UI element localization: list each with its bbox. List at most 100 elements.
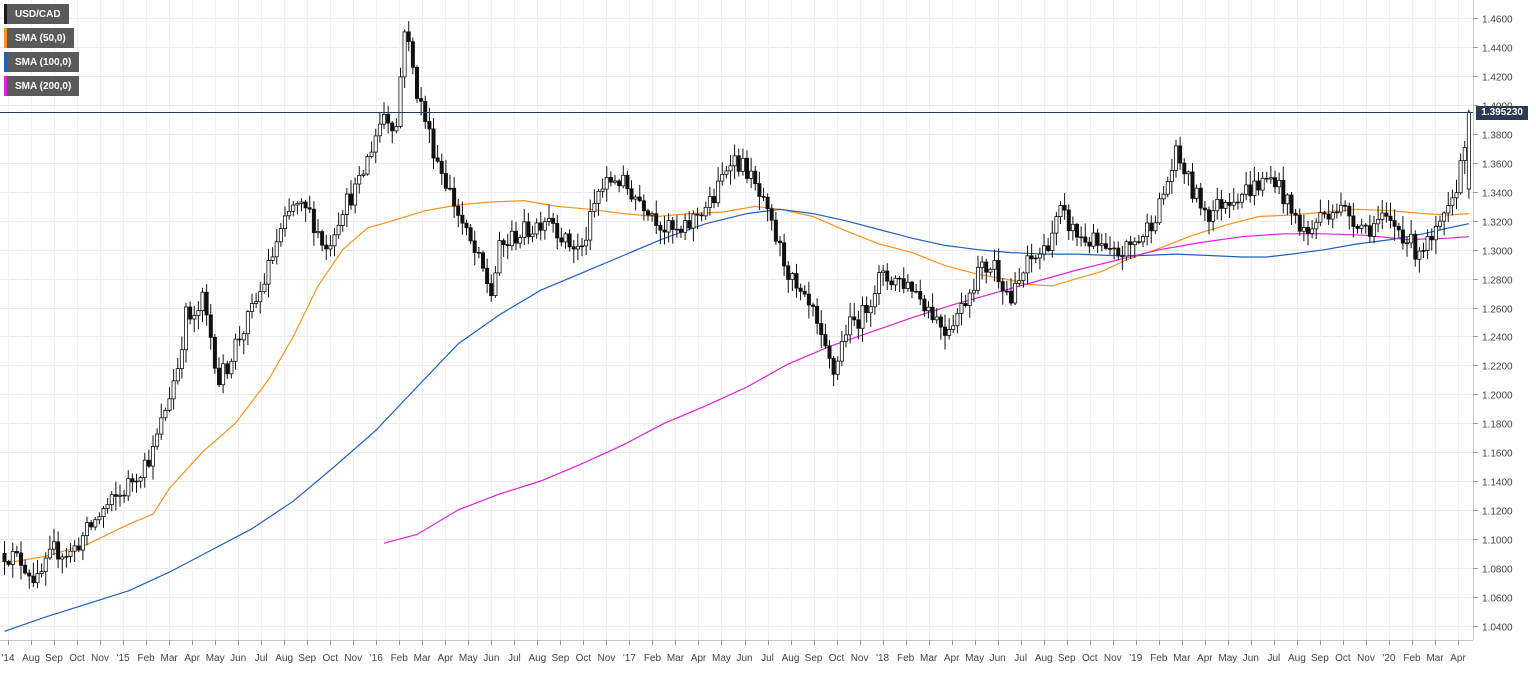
candle xyxy=(947,318,952,340)
candle xyxy=(613,174,618,185)
candle xyxy=(1438,215,1443,231)
x-tick-label: Aug xyxy=(1288,653,1306,664)
candle xyxy=(1380,200,1385,230)
candle-body xyxy=(1384,212,1389,217)
candle xyxy=(56,531,61,569)
candle-body xyxy=(109,494,114,506)
candle xyxy=(938,314,943,340)
candle xyxy=(1025,245,1030,285)
candle xyxy=(398,67,403,129)
candle-body xyxy=(691,213,696,229)
candle xyxy=(282,206,287,237)
x-tick-label: '20 xyxy=(1382,653,1395,664)
candle xyxy=(509,220,514,251)
legend-item-usdcad[interactable]: USD/CAD xyxy=(4,4,69,24)
candle xyxy=(654,200,659,234)
candle xyxy=(823,323,828,349)
x-tick-label: Jul xyxy=(761,653,774,664)
candle-body xyxy=(864,304,869,314)
candle xyxy=(171,369,176,410)
candle-body xyxy=(489,283,494,297)
x-tick-label: Jun xyxy=(990,653,1006,664)
candle-body xyxy=(344,193,349,216)
grid xyxy=(0,0,1473,640)
y-tick-label: 1.1000 xyxy=(1482,536,1513,547)
candle-body xyxy=(130,478,135,483)
candle xyxy=(1301,214,1306,242)
candle xyxy=(249,293,254,319)
candle xyxy=(1108,236,1113,255)
candle-body xyxy=(1413,233,1418,260)
candle-body xyxy=(893,277,898,286)
candle-body xyxy=(1161,193,1166,200)
candle-body xyxy=(1392,220,1397,227)
x-tick-label: Nov xyxy=(1104,653,1122,664)
candle xyxy=(571,239,576,264)
candle xyxy=(1376,205,1381,233)
candle xyxy=(864,296,869,323)
candle xyxy=(1021,271,1026,288)
legend-item-sma100[interactable]: SMA (100,0) xyxy=(4,52,80,72)
candle xyxy=(679,225,684,238)
x-tick-label: Sep xyxy=(45,653,63,664)
candle-body xyxy=(839,340,844,362)
candle-body xyxy=(1268,177,1273,180)
candle-body xyxy=(650,213,655,216)
candle xyxy=(1050,220,1055,258)
y-tick-label: 1.2400 xyxy=(1482,333,1513,344)
candle xyxy=(740,148,745,176)
candle-body xyxy=(497,240,502,274)
candle-body xyxy=(398,76,403,127)
candle-body xyxy=(299,201,304,204)
candle-body xyxy=(1306,226,1311,234)
candle xyxy=(47,535,52,561)
candle-body xyxy=(1103,243,1108,249)
candle xyxy=(1013,272,1018,305)
candle-body xyxy=(245,311,250,335)
candle-body xyxy=(282,215,287,229)
candle xyxy=(353,177,358,214)
candle-body xyxy=(1091,232,1096,247)
candle-body xyxy=(831,357,836,375)
candle xyxy=(761,187,766,201)
candle-body xyxy=(39,571,44,574)
candle-body xyxy=(926,306,931,312)
candle xyxy=(1198,182,1203,216)
candle-body xyxy=(1099,243,1104,246)
candle-body xyxy=(1334,211,1339,214)
x-tick-label: Jul xyxy=(508,653,521,664)
candle-body xyxy=(835,360,840,375)
legend-swatch-sma100 xyxy=(4,52,7,72)
candle xyxy=(1037,247,1042,270)
candle-body xyxy=(258,291,263,303)
candle xyxy=(877,265,882,305)
candle xyxy=(1454,179,1459,210)
x-tick-label: Apr xyxy=(691,653,707,664)
candle xyxy=(856,310,861,340)
candle xyxy=(897,275,902,292)
candle xyxy=(1124,239,1129,261)
candle xyxy=(1029,243,1034,273)
candle-body xyxy=(889,280,894,286)
candle xyxy=(1017,268,1022,287)
candle-body xyxy=(1198,187,1203,209)
candle xyxy=(179,336,184,379)
candle xyxy=(1033,254,1038,264)
candle xyxy=(1116,241,1121,260)
candle xyxy=(427,107,432,144)
candle xyxy=(394,118,399,134)
y-tick-label: 1.4200 xyxy=(1482,73,1513,84)
candle-body xyxy=(270,256,275,261)
candle xyxy=(922,295,927,317)
candle xyxy=(1326,200,1331,225)
legend-item-sma200[interactable]: SMA (200,0) xyxy=(4,76,80,96)
candle xyxy=(1446,192,1451,223)
candle-body xyxy=(369,151,374,158)
candle-body xyxy=(14,551,19,554)
legend-item-sma50[interactable]: SMA (50,0) xyxy=(4,28,74,48)
candle-body xyxy=(1281,179,1286,205)
plot-background xyxy=(0,0,1473,640)
candle xyxy=(844,324,849,348)
candle xyxy=(64,548,69,568)
candle-body xyxy=(72,545,77,552)
